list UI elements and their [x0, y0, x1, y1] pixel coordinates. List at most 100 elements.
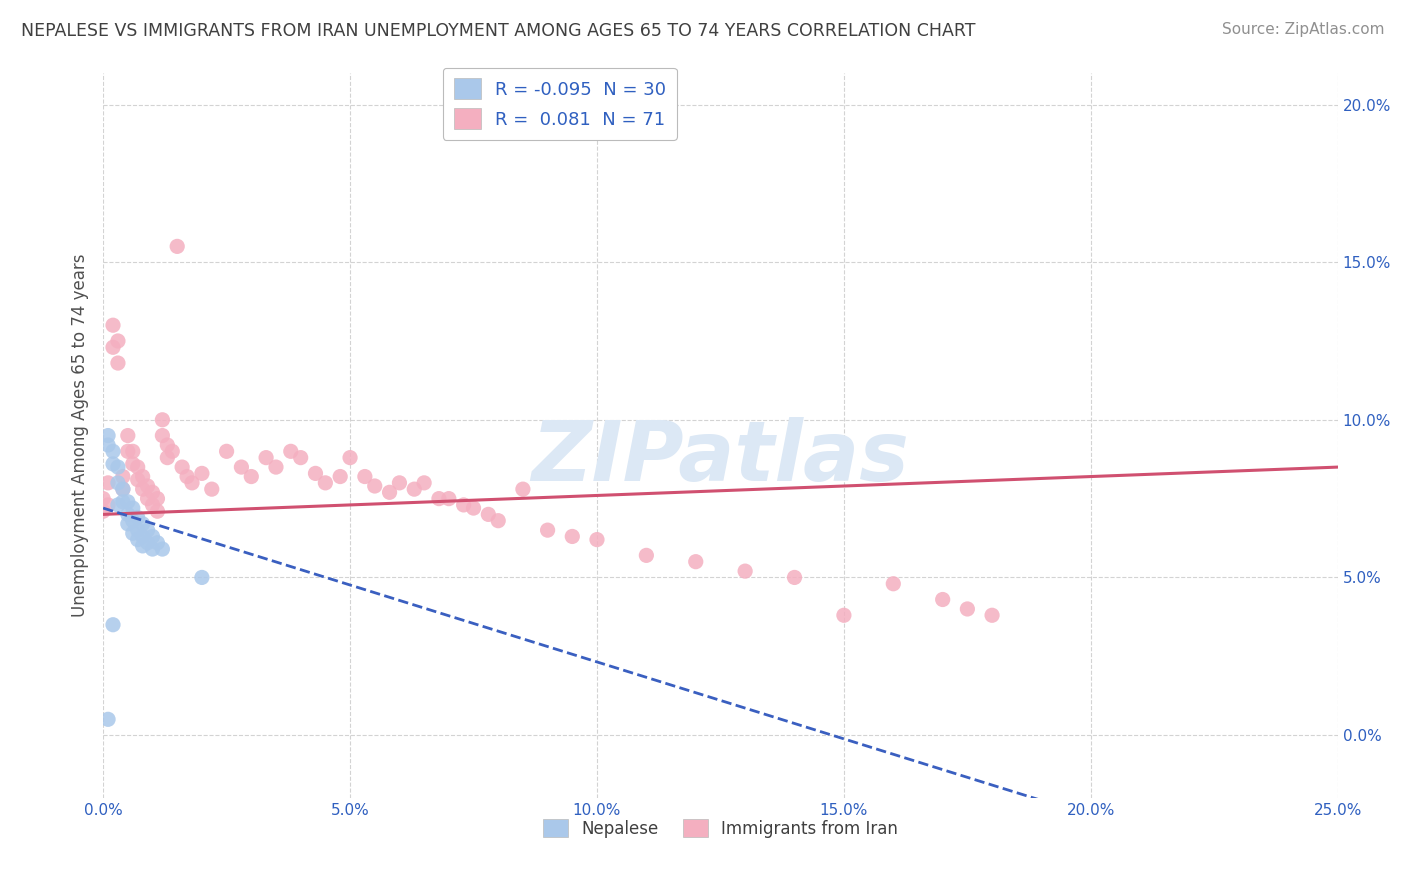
Point: [176, 469, 198, 483]
Point: [427, 491, 450, 506]
Point: [981, 608, 1004, 623]
Point: [437, 491, 460, 506]
Point: [127, 473, 149, 487]
Point: [127, 510, 149, 524]
Point: [101, 457, 124, 471]
Point: [150, 542, 173, 557]
Point: [231, 460, 253, 475]
Point: [832, 608, 855, 623]
Point: [486, 514, 509, 528]
Point: [117, 428, 139, 442]
Point: [141, 529, 163, 543]
Point: [141, 498, 163, 512]
Point: [117, 508, 139, 522]
Point: [314, 475, 336, 490]
Point: [354, 469, 377, 483]
Point: [783, 570, 806, 584]
Point: [107, 356, 129, 370]
Point: [146, 504, 169, 518]
Point: [561, 529, 583, 543]
Point: [329, 469, 352, 483]
Point: [107, 475, 129, 490]
Point: [931, 592, 953, 607]
Point: [453, 498, 475, 512]
Point: [111, 469, 134, 483]
Point: [339, 450, 361, 465]
Point: [97, 712, 120, 726]
Point: [131, 482, 153, 496]
Point: [121, 444, 143, 458]
Point: [150, 428, 173, 442]
Point: [131, 529, 153, 543]
Point: [364, 479, 387, 493]
Point: [734, 564, 756, 578]
Point: [191, 570, 214, 584]
Point: [97, 475, 120, 490]
Point: [131, 539, 153, 553]
Point: [150, 413, 173, 427]
Point: [882, 576, 904, 591]
Point: [388, 475, 411, 490]
Point: [117, 516, 139, 531]
Point: [146, 535, 169, 549]
Point: [91, 491, 114, 506]
Point: [172, 460, 194, 475]
Text: Source: ZipAtlas.com: Source: ZipAtlas.com: [1222, 22, 1385, 37]
Legend: Nepalese, Immigrants from Iran: Nepalese, Immigrants from Iran: [536, 813, 905, 844]
Point: [181, 475, 204, 490]
Point: [101, 617, 124, 632]
Point: [111, 495, 134, 509]
Point: [586, 533, 609, 547]
Point: [97, 438, 120, 452]
Point: [280, 444, 302, 458]
Point: [463, 501, 485, 516]
Point: [536, 523, 558, 537]
Point: [512, 482, 534, 496]
Point: [131, 516, 153, 531]
Point: [191, 467, 214, 481]
Point: [101, 318, 124, 333]
Y-axis label: Unemployment Among Ages 65 to 74 years: Unemployment Among Ages 65 to 74 years: [72, 254, 89, 617]
Point: [156, 438, 179, 452]
Point: [685, 555, 707, 569]
Point: [264, 460, 287, 475]
Point: [107, 460, 129, 475]
Point: [166, 239, 188, 253]
Point: [121, 526, 143, 541]
Point: [91, 504, 114, 518]
Point: [304, 467, 326, 481]
Point: [156, 450, 179, 465]
Point: [162, 444, 184, 458]
Point: [127, 533, 149, 547]
Point: [101, 444, 124, 458]
Point: [136, 491, 159, 506]
Point: [131, 469, 153, 483]
Point: [136, 523, 159, 537]
Point: [121, 514, 143, 528]
Point: [101, 340, 124, 354]
Point: [117, 444, 139, 458]
Point: [290, 450, 312, 465]
Point: [413, 475, 436, 490]
Point: [111, 482, 134, 496]
Point: [141, 542, 163, 557]
Point: [141, 485, 163, 500]
Point: [107, 498, 129, 512]
Point: [127, 460, 149, 475]
Point: [121, 501, 143, 516]
Text: ZIPatlas: ZIPatlas: [531, 417, 910, 498]
Point: [127, 523, 149, 537]
Point: [254, 450, 277, 465]
Point: [117, 495, 139, 509]
Point: [378, 485, 401, 500]
Point: [107, 334, 129, 348]
Point: [136, 535, 159, 549]
Text: NEPALESE VS IMMIGRANTS FROM IRAN UNEMPLOYMENT AMONG AGES 65 TO 74 YEARS CORRELAT: NEPALESE VS IMMIGRANTS FROM IRAN UNEMPLO…: [21, 22, 976, 40]
Point: [477, 508, 499, 522]
Point: [201, 482, 224, 496]
Point: [97, 498, 120, 512]
Point: [956, 602, 979, 616]
Point: [136, 479, 159, 493]
Point: [240, 469, 263, 483]
Point: [121, 457, 143, 471]
